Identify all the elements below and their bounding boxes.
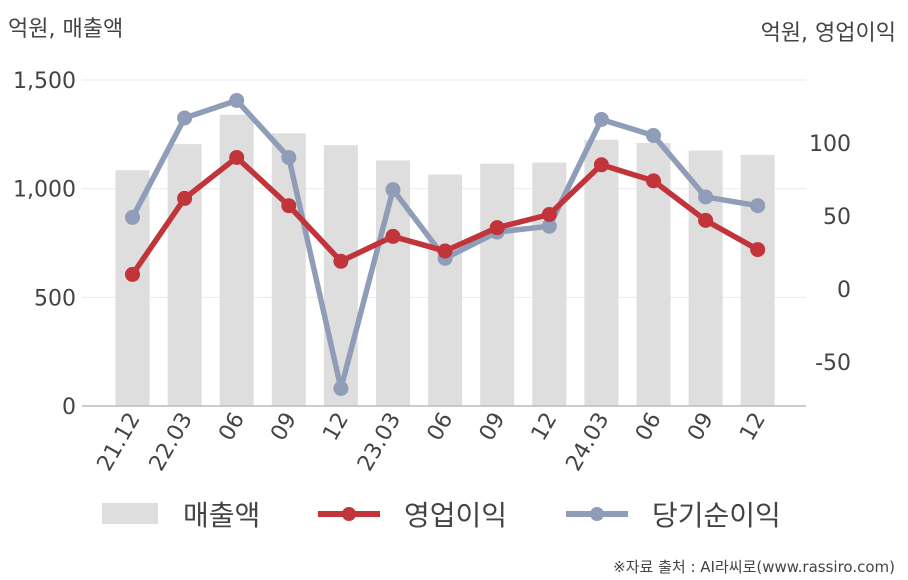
left-tick-1: 500	[34, 286, 76, 311]
left-tick-2: 1,000	[13, 178, 76, 203]
x-tick-3: 09	[266, 409, 302, 446]
revenue-bars	[115, 114, 775, 407]
net-income-point-0	[125, 209, 140, 225]
left-axis-title: 억원, 매출액	[8, 17, 123, 42]
operating-profit-point-12	[750, 242, 766, 258]
legend: 매출액 영업이익 당기순이익	[102, 499, 781, 532]
operating-profit-point-1	[177, 190, 193, 206]
right-tick-1: 0	[837, 278, 851, 303]
net-income-point-11	[698, 189, 714, 205]
source-note: ※자료 출처 : AI라씨로(www.rassiro.com)	[613, 558, 895, 576]
bar-12	[740, 154, 775, 406]
net-income-point-5	[385, 182, 401, 198]
left-tick-3: 1,500	[13, 69, 76, 94]
right-tick-3: 100	[809, 132, 851, 157]
net-income-point-4	[333, 380, 349, 396]
net-income-point-2	[229, 92, 245, 108]
operating-profit-point-7	[489, 220, 505, 236]
operating-profit-point-6	[437, 243, 453, 259]
left-axis-ticks: 0 500 1,000 1,500	[13, 69, 76, 420]
x-tick-0: 21.12	[93, 409, 146, 476]
x-tick-1: 22.03	[145, 409, 198, 476]
bar-0	[115, 170, 150, 406]
right-axis-title: 억원, 영업이익	[761, 21, 896, 46]
operating-profit-point-11	[698, 212, 714, 228]
right-tick-0: -50	[815, 351, 851, 376]
x-tick-11: 09	[683, 409, 719, 446]
right-tick-2: 50	[823, 205, 851, 230]
bar-1	[167, 144, 202, 406]
left-tick-0: 0	[62, 395, 76, 420]
x-tick-9: 24.03	[561, 409, 614, 476]
x-tick-2: 06	[214, 409, 250, 446]
net-income-point-9	[593, 111, 609, 127]
net-income-point-3	[281, 149, 297, 165]
bar-3	[271, 133, 306, 406]
bar-9	[584, 139, 619, 406]
legend-swatch-revenue	[102, 503, 158, 524]
x-tick-10: 06	[631, 409, 667, 446]
operating-profit-point-4	[333, 253, 349, 269]
profit-lines	[125, 92, 766, 396]
legend-label-revenue: 매출액	[183, 499, 260, 532]
bar-4	[323, 145, 358, 406]
x-tick-12: 12	[735, 409, 771, 446]
right-axis-ticks: -50 0 50 100	[809, 132, 851, 376]
legend-label-net-income: 당기순이익	[652, 499, 781, 532]
legend-swatch-op-marker	[342, 507, 356, 521]
operating-profit-point-0	[125, 266, 140, 282]
bar-11	[688, 150, 723, 406]
bar-6	[428, 174, 463, 406]
net-income-point-12	[750, 198, 766, 214]
x-tick-4: 12	[318, 409, 354, 446]
operating-profit-point-3	[281, 198, 297, 214]
operating-profit-point-8	[541, 206, 557, 222]
operating-profit-point-9	[593, 157, 609, 173]
operating-profit-point-2	[229, 149, 245, 165]
legend-swatch-net-marker	[590, 507, 604, 521]
x-tick-7: 09	[475, 409, 511, 446]
operating-profit-point-5	[385, 228, 401, 244]
operating-profit-point-10	[646, 173, 661, 189]
legend-label-operating-profit: 영업이익	[404, 499, 507, 532]
x-tick-5: 23.03	[353, 409, 406, 476]
x-tick-6: 06	[423, 409, 459, 446]
net-income-point-8	[541, 218, 557, 234]
net-income-point-10	[646, 128, 661, 144]
x-tick-8: 12	[527, 409, 563, 446]
bar-7	[480, 163, 515, 406]
net-income-point-1	[177, 110, 193, 126]
